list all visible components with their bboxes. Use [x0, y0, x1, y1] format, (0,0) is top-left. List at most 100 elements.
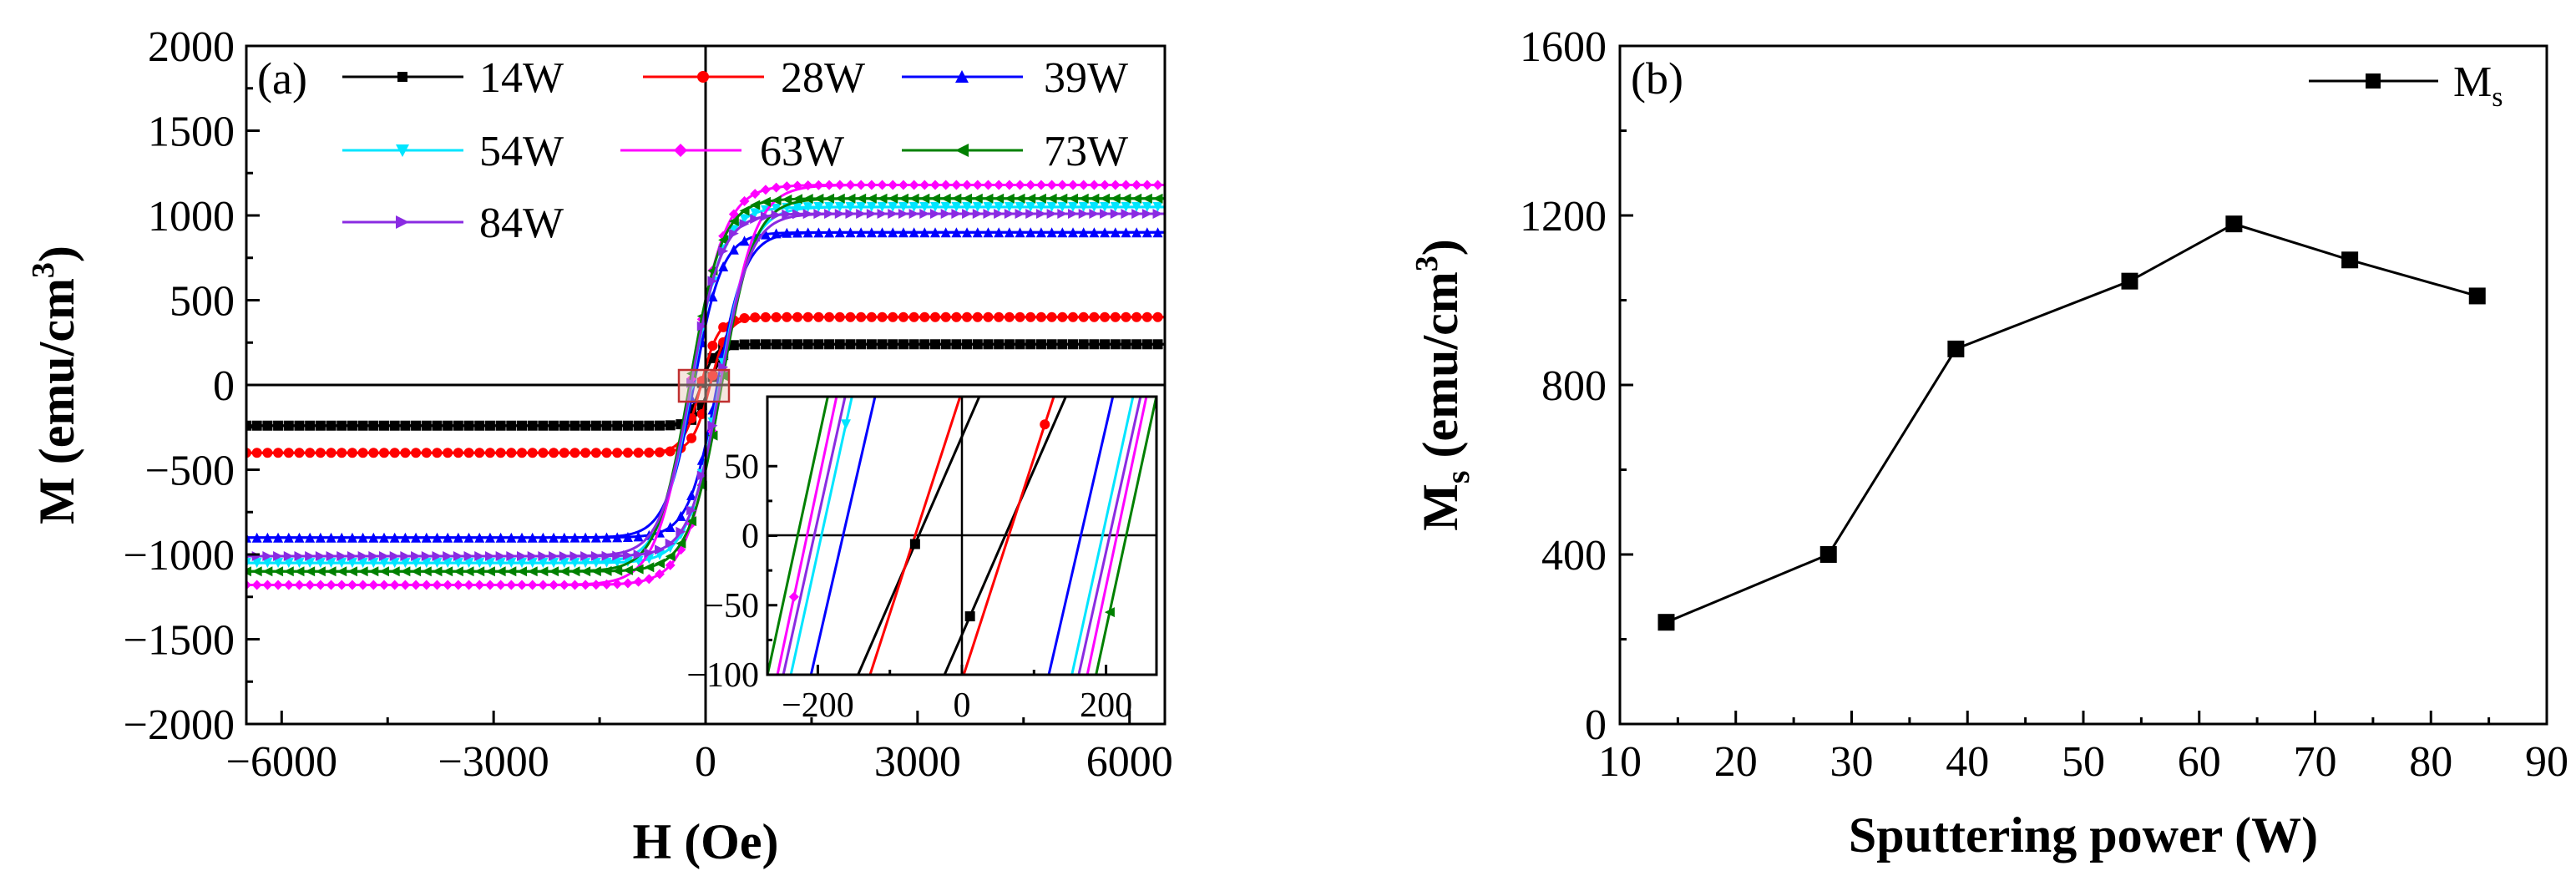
- legend-entry-73w: 73W: [902, 128, 1128, 175]
- loop-54w-point: [517, 558, 527, 569]
- loop-28w-point: [1015, 311, 1025, 322]
- loop-54w-point: [1100, 201, 1111, 212]
- loop-63w-point: [983, 180, 994, 190]
- loop-63w-point: [453, 580, 463, 590]
- loop-28w-point: [622, 448, 633, 458]
- loop-28w-point: [940, 311, 951, 322]
- loop-63w-point: [962, 180, 973, 190]
- loop-54w-point: [972, 201, 983, 212]
- panel-a-zoom-box: [677, 368, 731, 403]
- loop-84w-point: [686, 505, 697, 516]
- loop-73w-point: [443, 566, 453, 577]
- loop-84w-point: [400, 551, 411, 562]
- loop-54w-point: [506, 558, 517, 569]
- loop-73w-point: [1078, 193, 1089, 204]
- panel-a-series: [246, 180, 1165, 590]
- inset-loop-84w-ascending: [1077, 397, 1142, 675]
- loop-28w-point: [1068, 311, 1078, 322]
- loop-14w-point: [389, 420, 400, 431]
- x-tick-label: 50: [2062, 738, 2105, 786]
- loop-28w-point: [389, 448, 400, 458]
- loop-73w-point: [549, 566, 559, 577]
- legend-label-28w: 28W: [781, 54, 865, 102]
- loop-14w-point: [739, 339, 750, 350]
- loop-73w-point: [559, 566, 569, 577]
- loop-28w-point: [538, 448, 549, 458]
- loop-84w-point: [347, 551, 357, 562]
- loop-28w-point: [549, 448, 559, 458]
- loop-84w-point: [696, 321, 707, 332]
- loop-39w-point: [389, 532, 400, 543]
- loop-73w-point: [782, 194, 792, 205]
- loop-73w-point: [792, 194, 802, 205]
- inset-loop-14w-ascending: [943, 397, 1067, 675]
- loop-14w-point: [347, 420, 357, 431]
- x-tick-label: −200: [782, 686, 854, 725]
- loop-39w-point: [718, 261, 729, 272]
- loop-63w-point: [326, 580, 337, 590]
- loop-73w-point: [1068, 193, 1078, 204]
- loop-39w-point: [251, 532, 262, 543]
- loop-14w-point: [866, 339, 877, 350]
- panel-a-y-title-main: M (emu/cm: [29, 278, 84, 524]
- loop-73w-point: [994, 193, 1005, 204]
- loop-84w-point: [994, 208, 1005, 219]
- ms-point-54w: [2121, 272, 2138, 290]
- loop-14w-point: [411, 420, 422, 431]
- loop-14w-point: [940, 339, 951, 350]
- loop-73w-point: [411, 566, 422, 577]
- loop-63w-point: [1035, 180, 1046, 190]
- x-tick-label: 90: [2525, 738, 2568, 786]
- loop-63w-point: [538, 580, 549, 590]
- loop-73w-point: [686, 516, 697, 527]
- loop-84w-point: [389, 551, 400, 562]
- loop-73w-point: [750, 200, 761, 210]
- loop-73w-point: [771, 195, 782, 205]
- loop-28w-point: [569, 448, 580, 458]
- loop-28w-point: [951, 311, 962, 322]
- inset-point-28w: [1040, 419, 1050, 430]
- loop-84w-point: [305, 551, 316, 562]
- loop-39w-point: [273, 532, 284, 543]
- loop-39w-point: [453, 532, 463, 543]
- loop-54w-point: [1025, 201, 1036, 212]
- loop-39w-point: [580, 532, 591, 543]
- loop-28w-point: [771, 311, 782, 322]
- inset-loop-39w-descending: [809, 397, 877, 675]
- loop-84w-point: [421, 551, 432, 562]
- loop-28w-point: [527, 448, 538, 458]
- loop-63w-point: [580, 580, 591, 590]
- loop-73w-point: [866, 193, 877, 204]
- panel-a: −6000 −3000 0 3000 6000−2000−1500−1000−50005…: [26, 23, 1173, 869]
- loop-84w-point: [612, 550, 623, 561]
- loop-14w-point: [368, 420, 379, 431]
- loop-39w-point: [463, 532, 474, 543]
- loop-63w-point: [262, 580, 273, 590]
- loop-39w-point: [601, 532, 612, 543]
- loop-84w-point: [357, 551, 368, 562]
- loop-14w-point: [590, 420, 601, 431]
- loop-14w-point: [1046, 339, 1057, 350]
- loop-73w-point: [580, 566, 591, 577]
- legend-label-39w: 39W: [1044, 54, 1128, 102]
- loop-73w-point: [739, 205, 750, 216]
- loop-73w-point: [951, 193, 962, 204]
- loop-28w-point: [1046, 311, 1057, 322]
- loop-63w-point: [357, 580, 368, 590]
- loop-73w-point: [718, 235, 729, 246]
- loop-54w-point: [1035, 201, 1046, 212]
- loop-14w-point: [962, 339, 973, 350]
- loop-84w-point: [1068, 208, 1078, 219]
- loop-63w-point: [421, 580, 432, 590]
- loop-73w-point: [1004, 193, 1015, 204]
- loop-54w-point: [888, 201, 898, 212]
- loop-28w-point: [262, 448, 273, 458]
- loop-63w-point: [506, 580, 517, 590]
- loop-39w-point: [1152, 227, 1163, 238]
- loop-39w-point: [337, 532, 347, 543]
- loop-54w-point: [877, 201, 888, 212]
- loop-39w-point: [347, 532, 357, 543]
- loop-63w-point: [347, 580, 357, 590]
- loop-14w-point: [246, 420, 251, 431]
